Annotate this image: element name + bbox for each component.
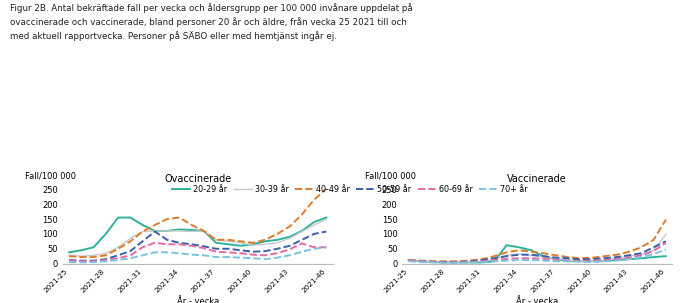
Text: Figur 2B. Antal bekräftade fall per vecka och åldersgrupp per 100 000 invånare u: Figur 2B. Antal bekräftade fall per veck… [10,3,413,41]
X-axis label: År - vecka: År - vecka [176,297,219,303]
Title: Vaccinerade: Vaccinerade [508,174,567,184]
Title: Ovaccinerade: Ovaccinerade [164,174,232,184]
X-axis label: År - vecka: År - vecka [516,297,559,303]
Text: Fall/100 000: Fall/100 000 [25,171,76,180]
Legend: 20-29 år, 30-39 år, 40-49 år, 50-59 år, 60-69 år, 70+ år: 20-29 år, 30-39 år, 40-49 år, 50-59 år, … [169,181,531,197]
Text: Fall/100 000: Fall/100 000 [365,171,416,180]
